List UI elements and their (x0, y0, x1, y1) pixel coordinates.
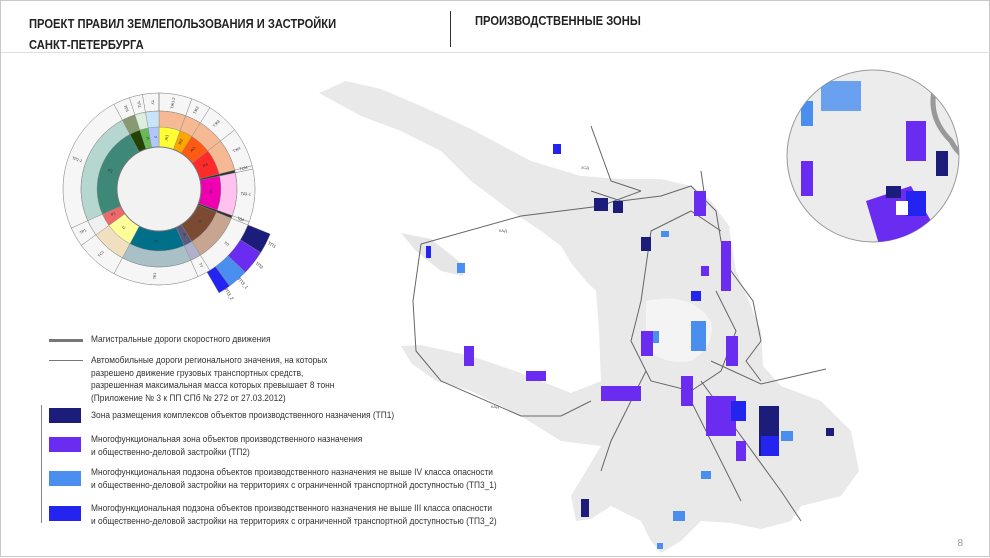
zone-sunburst-chart: Ж1 ТЖ1-2 Ж2 ТЖ2 Ж3 ТЖ3 Ж4 ТЖ4 ТСМ Д ТД1-1 ТД4 П ТП И ТУ… (62, 92, 277, 301)
legend-tp3-2-label: Многофункциональная подзона объектов про… (91, 503, 497, 528)
zsd-label: ЗСД (581, 165, 589, 170)
kad-label: КАД (491, 404, 499, 409)
outer-segment-label: ТП (223, 241, 230, 247)
legend-regional-road-line (49, 360, 83, 361)
city-center (646, 298, 712, 362)
legend-tp1-label: Зона размещения комплексов объектов прои… (91, 410, 395, 421)
inner-segment-label: Р2 (107, 167, 114, 174)
legend-express-road-line (49, 339, 83, 342)
legend-swatch-tp3-2 (49, 506, 81, 521)
outer-segment-label: ТУ (198, 262, 204, 269)
header-divider (450, 11, 451, 47)
zoom-inset-circle (786, 69, 960, 243)
inner-segment-label: У (153, 136, 158, 139)
legend-text-line: разрешенная максимальная масса которых п… (91, 380, 335, 391)
legend-text-line: Многофункциональная подзона объектов про… (91, 503, 493, 514)
kad-label: КАД (499, 228, 507, 233)
tp-wedge-label: ТП1 (267, 241, 277, 250)
inner-segment-label: Ж4 (201, 161, 209, 168)
legend-text-line: Автомобильные дороги регионального значе… (91, 355, 328, 366)
title-line-1: ПРОЕКТ ПРАВИЛ ЗЕМЛЕПОЛЬЗОВАНИЯ И ЗАСТРОЙ… (29, 16, 337, 31)
outer-segment-label: ТК1 (153, 273, 157, 280)
inner-segment-label: К (153, 239, 158, 242)
outer-segment-label: ТД4 (237, 216, 245, 222)
outer-segment-label: ТР1 (79, 228, 87, 235)
document-title: ПРОЕКТ ПРАВИЛ ЗЕМЛЕПОЛЬЗОВАНИЯ И ЗАСТРОЙ… (29, 13, 336, 55)
outer-segment-label: ТР3 (123, 105, 129, 113)
legend-text-line: и общественно-деловой застройки (ТП2) (91, 446, 250, 458)
section-title: ПРОИЗВОДСТВЕННЫЕ ЗОНЫ (475, 13, 641, 28)
tp-wedge-label: ТП3_2 (223, 287, 235, 301)
legend-text-line: и общественно-деловой застройки на терри… (91, 515, 497, 527)
road-labels: КАД КАД ЗСД (491, 165, 589, 409)
legend-express-road-label: Магистральные дороги скоростного движени… (91, 334, 271, 345)
tp-wedge-label: ТП3_1 (236, 276, 249, 290)
inner-segment-label: С (121, 224, 127, 230)
outer-segment-label: ТСМ (239, 166, 248, 172)
outer-segment-label: ТЛ1 (136, 101, 142, 109)
outer-segment-label: ТР2-1 (72, 156, 83, 163)
outer-segment-label: ТУ (150, 100, 154, 106)
legend-tp2-label: Многофункциональная зона объектов произв… (91, 434, 362, 459)
kad-ring-road (412, 125, 827, 522)
inner-segment-label: Ж3 (189, 145, 197, 153)
inner-segment-label: Ж2 (177, 137, 184, 145)
inner-segment-label: И (182, 232, 188, 237)
legend-swatch-tp3-1 (49, 471, 81, 486)
legend-swatch-tp2 (49, 437, 81, 452)
legend-text-line: (Приложение № 3 к ПП СПб № 272 от 27.03.… (91, 392, 286, 404)
legend-text-line: и общественно-деловой застройки на терри… (91, 479, 497, 491)
outer-segment-label: ТС1 (97, 250, 105, 258)
outer-segment-label: ТД1-1 (241, 192, 252, 197)
title-line-2: САНКТ-ПЕТЕРБУРГА (29, 37, 144, 52)
inner-segment-label: Р3 (137, 137, 144, 144)
legend-swatch-tp1 (49, 408, 81, 423)
inner-segment-label: Р1 (110, 210, 117, 217)
kronstadt-island (401, 233, 463, 276)
tp-wedge-label: ТП2 (254, 261, 264, 270)
legend-text-line: разрешено движение грузовых транспортных… (91, 367, 304, 379)
inner-segment-label: Л (145, 136, 151, 140)
tp-wedge (206, 266, 230, 294)
label-ring-segment (142, 92, 160, 113)
inner-segment-label: Ж1 (164, 133, 170, 140)
donut-center (116, 146, 202, 232)
page-number: 8 (957, 538, 963, 549)
outer-segment-label: ТЖ2 (193, 106, 200, 115)
legend-regional-road-label: Автомобильные дороги регионального значе… (91, 355, 334, 405)
outer-segment-label: ТЖ1-2 (170, 97, 176, 109)
legend-text-line: Многофункциональная зона объектов произв… (91, 434, 363, 445)
gulf-water (406, 206, 596, 376)
legend-tp3-1-label: Многофункциональная подзона объектов про… (91, 467, 497, 492)
legend-bracket (41, 405, 42, 523)
header: ПРОЕКТ ПРАВИЛ ЗЕМЛЕПОЛЬЗОВАНИЯ И ЗАСТРОЙ… (1, 1, 990, 53)
outer-segment-label: ТЖ4 (232, 146, 241, 153)
legend-text-line: Многофункциональная подзона объектов про… (91, 467, 493, 478)
inner-segment-label: П (197, 218, 203, 224)
outer-segment-label: ТЖ3 (212, 119, 220, 128)
inner-segment-label: Д (209, 189, 212, 194)
